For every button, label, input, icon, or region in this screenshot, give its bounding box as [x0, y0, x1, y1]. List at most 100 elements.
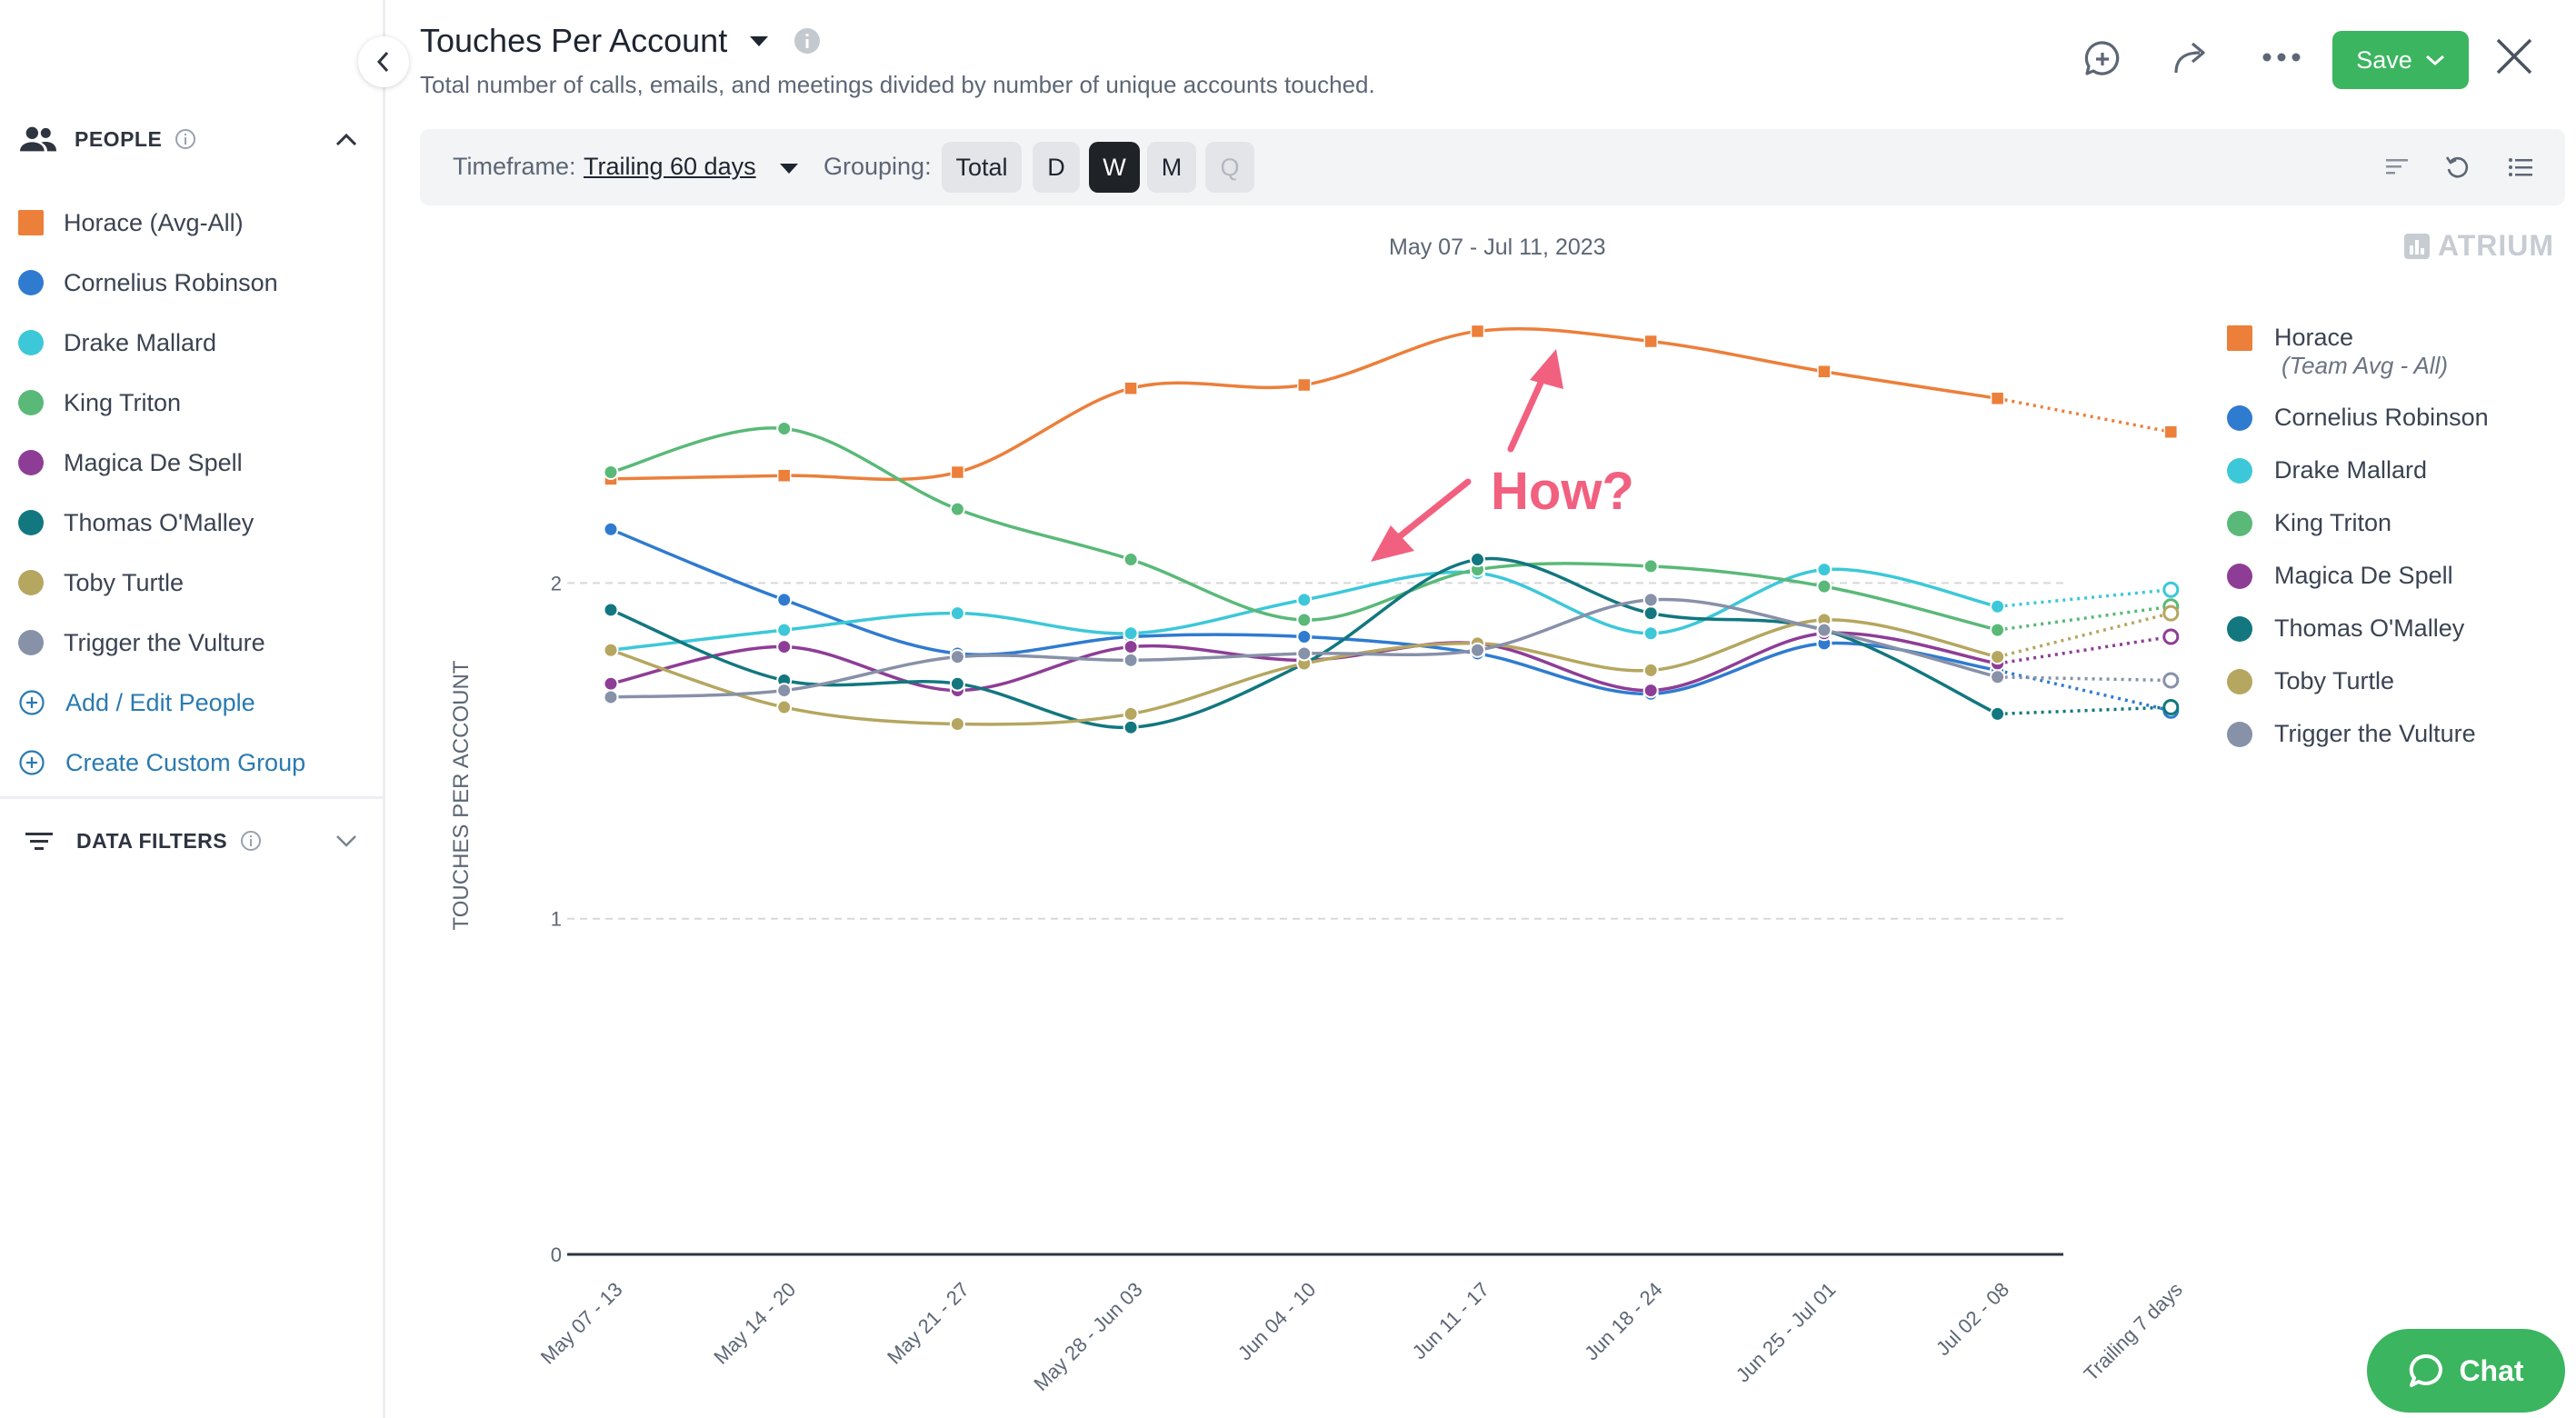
sidebar-person-drake[interactable]: Drake Mallard: [18, 313, 305, 373]
create-custom-group-link[interactable]: Create Custom Group: [18, 733, 305, 793]
caret-down-icon[interactable]: [778, 162, 800, 175]
legend-sublabel: (Team Avg - All): [2281, 352, 2449, 379]
annotation-arrow-shaft: [1507, 369, 1549, 453]
grouping-day-button[interactable]: D: [1033, 142, 1080, 193]
series-line: [610, 567, 1998, 652]
grouping-total-button[interactable]: Total: [942, 142, 1022, 193]
sidebar-divider: [0, 796, 385, 799]
legend-swatch: [2227, 564, 2252, 589]
legend-item-toby[interactable]: Toby Turtle: [2227, 667, 2489, 720]
person-name: Magica De Spell: [64, 448, 243, 476]
series-trailing-line: [1997, 634, 2172, 665]
legend-text: Horace (Team Avg - All): [2274, 324, 2448, 380]
legend-item-thomas[interactable]: Thomas O'Malley: [2227, 614, 2489, 667]
series-trailing-line: [1997, 675, 2172, 683]
data-point: [1470, 642, 1485, 658]
info-icon[interactable]: [793, 26, 822, 55]
y-axis-label: TOUCHES PER ACCOUNT: [449, 660, 474, 930]
person-name: Horace (Avg-All): [64, 208, 244, 236]
data-point: [950, 464, 965, 480]
sort-icon[interactable]: [2383, 155, 2411, 180]
y-tick-label: 1: [551, 908, 562, 931]
y-tick-label: 0: [551, 1243, 562, 1266]
sidebar-person-horace[interactable]: Horace (Avg-All): [18, 193, 305, 253]
legend-item-cornelius[interactable]: Cornelius Robinson: [2227, 404, 2489, 456]
timeframe-label: Timeframe:: [453, 153, 576, 180]
more-options-icon[interactable]: [2261, 51, 2301, 64]
comment-icon[interactable]: [2082, 38, 2123, 80]
save-button[interactable]: Save: [2332, 31, 2469, 89]
person-name: Trigger the Vulture: [64, 628, 265, 656]
color-swatch: [18, 510, 44, 535]
sidebar-person-toby[interactable]: Toby Turtle: [18, 553, 305, 613]
sidebar-person-thomas[interactable]: Thomas O'Malley: [18, 493, 305, 553]
data-point: [1990, 669, 2006, 685]
people-icon: [20, 126, 56, 152]
data-point: [776, 421, 793, 437]
series-trailing-line: [1997, 396, 2172, 434]
data-point: [1642, 592, 1659, 608]
person-name: Thomas O'Malley: [64, 508, 255, 536]
color-swatch: [18, 450, 44, 475]
legend-label: Drake Mallard: [2274, 456, 2428, 484]
chevron-up-icon[interactable]: [334, 131, 358, 147]
data-point: [1296, 592, 1313, 608]
grouping-week-button[interactable]: W: [1089, 142, 1140, 193]
info-icon[interactable]: [240, 830, 262, 852]
info-icon[interactable]: [175, 128, 196, 150]
series-trailing-line: [1997, 668, 2172, 713]
chart-toolbar: Timeframe: Trailing 60 days Grouping: To…: [420, 129, 2565, 205]
color-swatch: [18, 630, 44, 655]
data-point: [776, 592, 793, 608]
share-icon[interactable]: [2172, 40, 2212, 76]
x-tick-label: Jun 25 - Jul 01: [1732, 1278, 1841, 1387]
color-swatch: [18, 210, 44, 235]
report-title-dropdown[interactable]: Touches Per Account: [420, 22, 822, 60]
data-point: [1990, 391, 2005, 406]
brand-logo: ATRIUM: [2403, 229, 2554, 263]
people-title: PEOPLE: [75, 126, 163, 151]
chevron-down-icon[interactable]: [334, 833, 358, 849]
legend-item-drake[interactable]: Drake Mallard: [2227, 456, 2489, 509]
timeframe-select[interactable]: Trailing 60 days: [584, 153, 756, 180]
data-point: [1642, 683, 1659, 699]
data-point: [776, 622, 793, 638]
add-edit-people-link[interactable]: Add / Edit People: [18, 673, 305, 733]
grouping-month-button[interactable]: M: [1147, 142, 1196, 193]
sidebar-person-magica[interactable]: Magica De Spell: [18, 433, 305, 493]
legend-swatch: [2227, 405, 2252, 431]
x-tick-label: Jul 02 - 08: [1932, 1278, 2013, 1360]
grouping-quarter-button[interactable]: Q: [1205, 142, 1254, 193]
series-line: [610, 327, 1998, 482]
legend-item-horace[interactable]: Horace (Team Avg - All): [2227, 324, 2489, 404]
data-point: [603, 602, 619, 618]
data-point: [603, 642, 619, 658]
reset-icon[interactable]: [2443, 155, 2471, 180]
data-point: [2162, 699, 2180, 716]
people-section-header[interactable]: PEOPLE: [20, 125, 358, 153]
collapse-sidebar-button[interactable]: [358, 36, 409, 87]
sidebar: PEOPLE Horace (Avg-All) Cornelius Robins…: [0, 0, 385, 1418]
data-point: [1297, 377, 1312, 393]
data-point: [603, 689, 619, 705]
annotation-arrow-head: [1530, 349, 1563, 389]
legend-item-magica[interactable]: Magica De Spell: [2227, 562, 2489, 614]
data-point: [776, 639, 793, 655]
close-icon[interactable]: [2494, 36, 2534, 76]
series-trailing-line: [1997, 604, 2172, 632]
list-icon[interactable]: [2507, 155, 2534, 180]
data-point: [2162, 672, 2180, 689]
legend-label: Toby Turtle: [2274, 667, 2395, 694]
color-swatch: [18, 390, 44, 415]
chat-button[interactable]: Chat: [2367, 1329, 2565, 1413]
legend-item-king-triton[interactable]: King Triton: [2227, 509, 2489, 562]
data-filters-header[interactable]: DATA FILTERS: [20, 827, 358, 854]
legend-swatch: [2227, 616, 2252, 642]
legend-item-trigger[interactable]: Trigger the Vulture: [2227, 720, 2489, 773]
chart-legend: Horace (Team Avg - All) Cornelius Robins…: [2227, 324, 2489, 773]
sidebar-person-king-triton[interactable]: King Triton: [18, 373, 305, 433]
sidebar-person-trigger[interactable]: Trigger the Vulture: [18, 613, 305, 673]
sidebar-person-cornelius[interactable]: Cornelius Robinson: [18, 253, 305, 313]
chevron-left-icon: [376, 51, 389, 73]
